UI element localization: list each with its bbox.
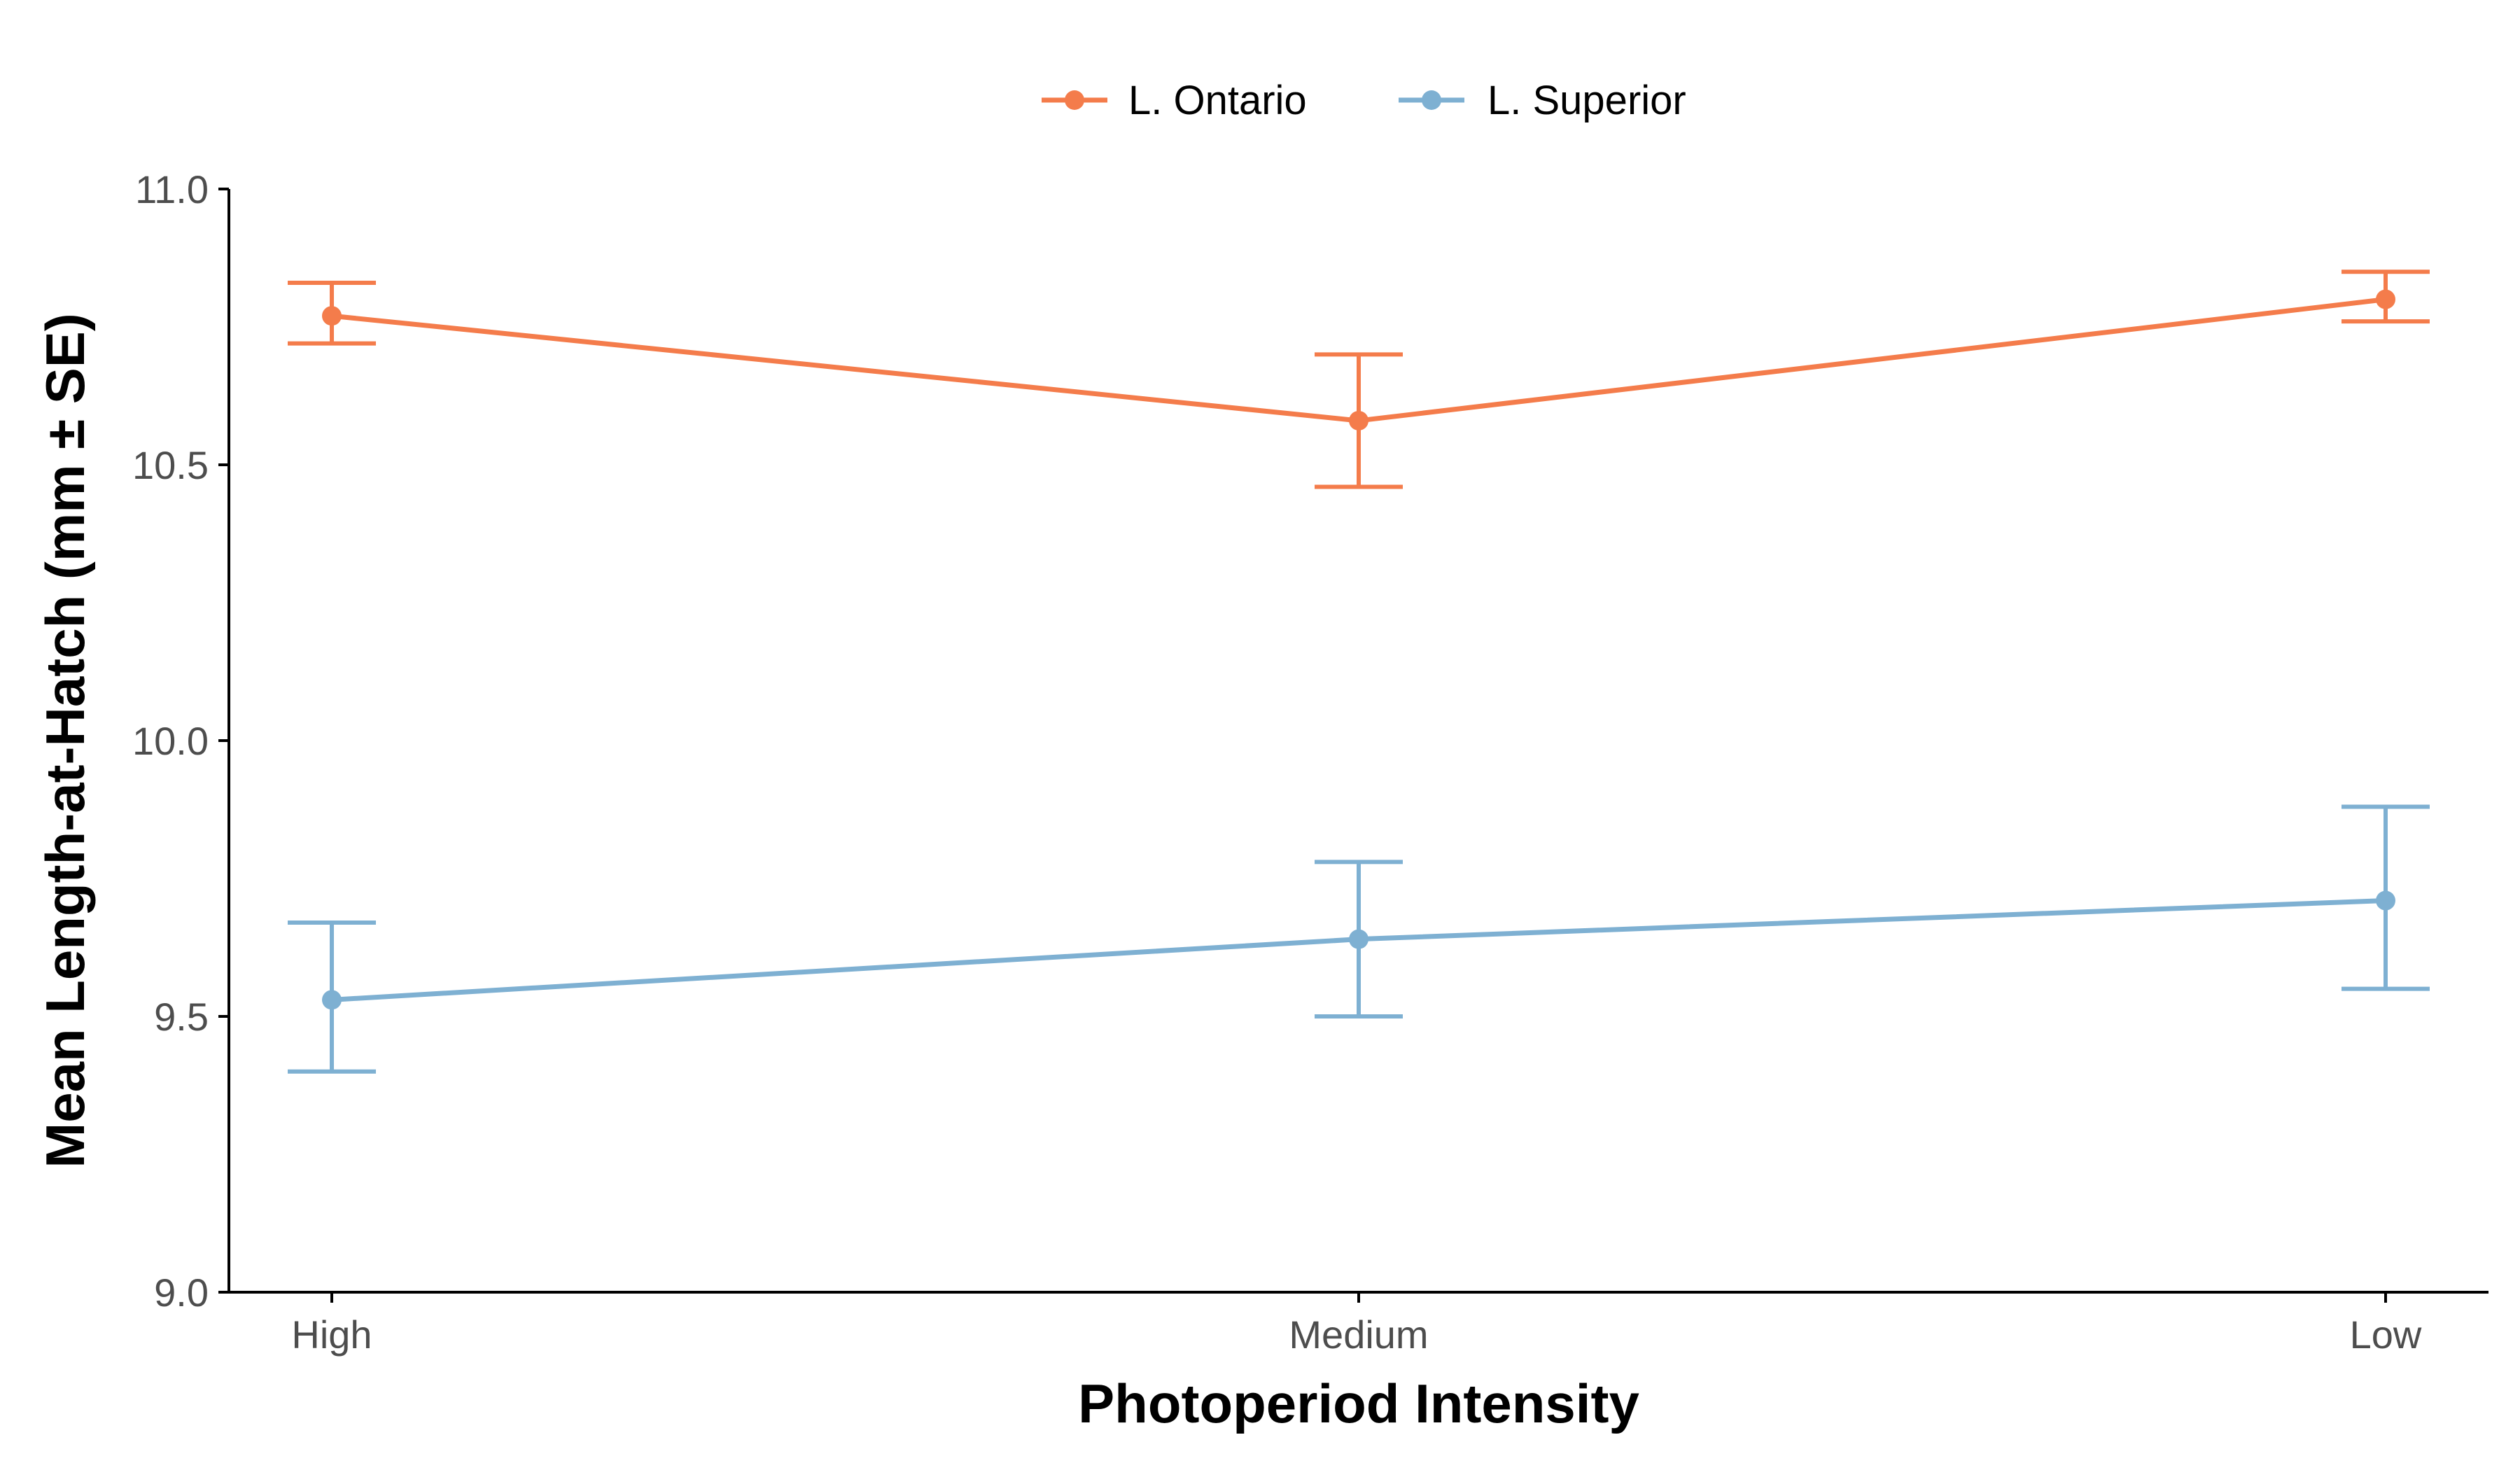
legend: L. Ontario L. Superior [1042, 78, 1686, 123]
y-tick-label: 10.0 [132, 719, 209, 763]
data-point [2376, 289, 2395, 309]
x-tick-label: Medium [1289, 1312, 1428, 1357]
plot-marks [288, 270, 2430, 1074]
legend-label-ontario: L. Ontario [1128, 78, 1307, 123]
y-tick-label: 10.5 [132, 443, 209, 487]
x-ticks: High Medium Low [291, 1292, 2422, 1357]
legend-item-superior: L. Superior [1399, 78, 1686, 123]
x-axis-title: Photoperiod Intensity [1078, 1373, 1639, 1434]
data-point [322, 306, 342, 326]
x-tick-label: High [291, 1312, 372, 1357]
y-tick-label: 9.0 [154, 1270, 209, 1315]
data-point [322, 990, 342, 1010]
x-tick-label: Low [2350, 1312, 2422, 1357]
axes: 9.0 9.5 10.0 10.5 11.0 High Medium Low [132, 167, 2488, 1357]
data-point [1349, 410, 1368, 430]
y-tick-label: 9.5 [154, 995, 209, 1039]
y-ticks: 9.0 9.5 10.0 10.5 11.0 [132, 167, 229, 1315]
series-1 [288, 804, 2430, 1074]
legend-label-superior: L. Superior [1488, 78, 1686, 123]
y-tick-label: 11.0 [135, 167, 209, 211]
series-0 [288, 270, 2430, 489]
y-axis-title: Mean Length-at-Hatch (mm ± SE) [34, 313, 96, 1168]
legend-swatch-dot-ontario [1065, 90, 1084, 110]
legend-swatch-dot-superior [1422, 90, 1441, 110]
data-point [1349, 929, 1368, 949]
data-point [2376, 890, 2395, 911]
legend-item-ontario: L. Ontario [1042, 78, 1307, 123]
